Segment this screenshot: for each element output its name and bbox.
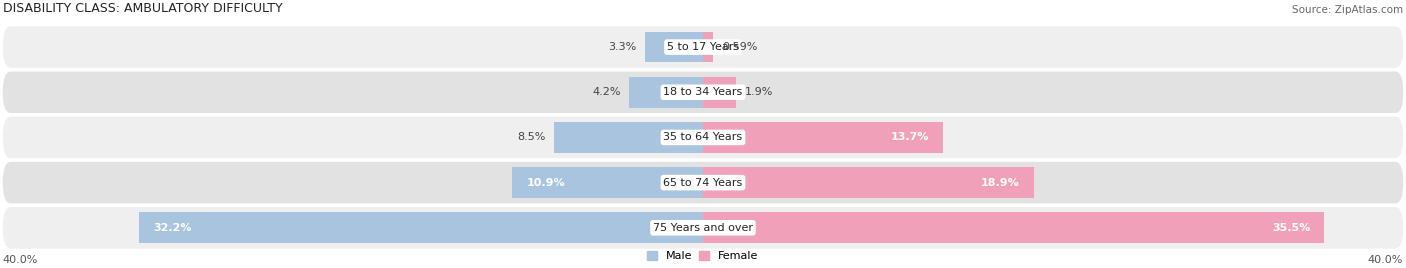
Text: 75 Years and over: 75 Years and over: [652, 223, 754, 233]
Text: 18.9%: 18.9%: [981, 178, 1019, 188]
Text: 0.59%: 0.59%: [723, 42, 758, 52]
FancyBboxPatch shape: [3, 72, 1403, 113]
Bar: [512, 167, 703, 198]
Bar: [554, 122, 703, 153]
Bar: [645, 32, 703, 62]
Text: 18 to 34 Years: 18 to 34 Years: [664, 87, 742, 97]
Text: 1.9%: 1.9%: [745, 87, 773, 97]
Text: 65 to 74 Years: 65 to 74 Years: [664, 178, 742, 188]
Text: 35 to 64 Years: 35 to 64 Years: [664, 132, 742, 143]
Text: 5 to 17 Years: 5 to 17 Years: [666, 42, 740, 52]
Bar: [703, 77, 737, 108]
Text: DISABILITY CLASS: AMBULATORY DIFFICULTY: DISABILITY CLASS: AMBULATORY DIFFICULTY: [3, 2, 283, 16]
Text: 3.3%: 3.3%: [609, 42, 637, 52]
Text: 40.0%: 40.0%: [1368, 255, 1403, 265]
Text: 35.5%: 35.5%: [1272, 223, 1310, 233]
Text: Source: ZipAtlas.com: Source: ZipAtlas.com: [1292, 5, 1403, 16]
Bar: [139, 213, 703, 243]
Text: 10.9%: 10.9%: [526, 178, 565, 188]
Bar: [703, 122, 943, 153]
Text: 13.7%: 13.7%: [890, 132, 929, 143]
Bar: [703, 167, 1033, 198]
Text: 4.2%: 4.2%: [592, 87, 620, 97]
FancyBboxPatch shape: [3, 26, 1403, 68]
Bar: [703, 32, 713, 62]
Bar: [630, 77, 703, 108]
Legend: Male, Female: Male, Female: [645, 249, 761, 264]
Bar: [703, 213, 1324, 243]
Text: 40.0%: 40.0%: [3, 255, 38, 265]
FancyBboxPatch shape: [3, 117, 1403, 158]
Text: 8.5%: 8.5%: [517, 132, 546, 143]
FancyBboxPatch shape: [3, 162, 1403, 203]
FancyBboxPatch shape: [3, 207, 1403, 249]
Text: 32.2%: 32.2%: [153, 223, 191, 233]
